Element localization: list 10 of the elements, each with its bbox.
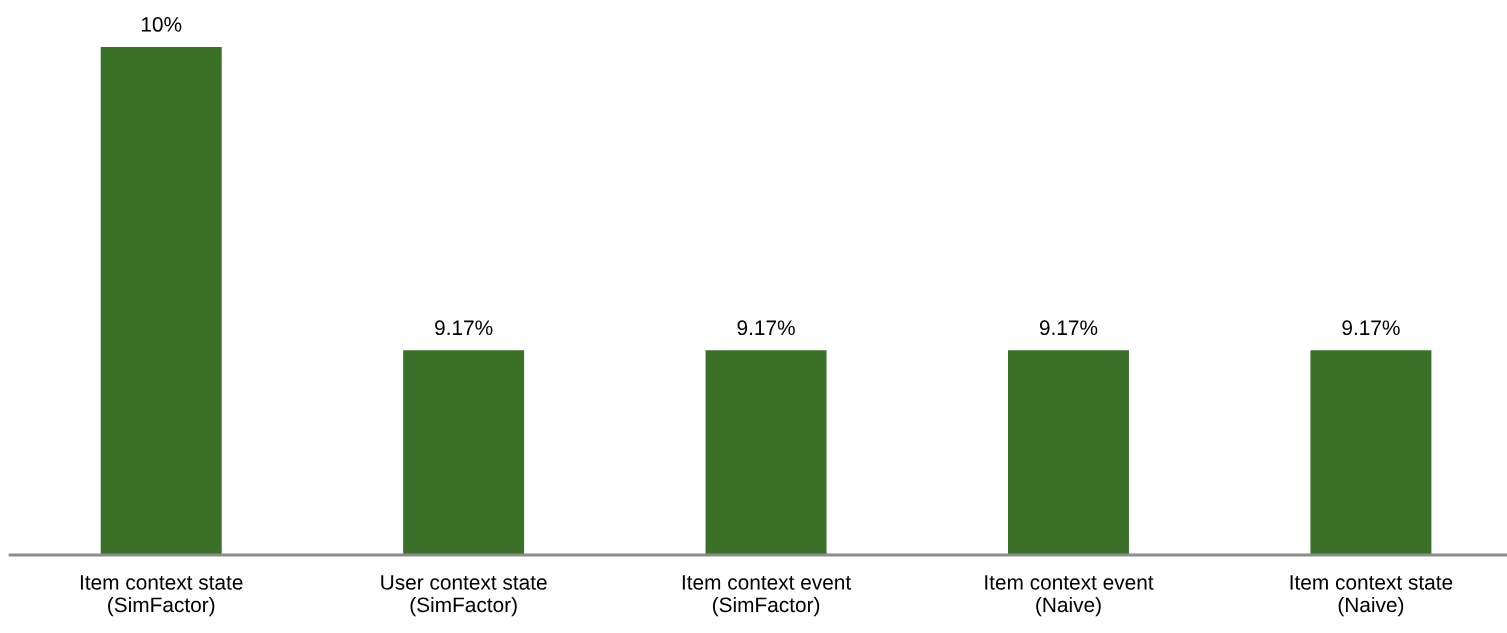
data-label: 9.17%	[737, 320, 795, 336]
data-label: 9.17%	[1039, 320, 1098, 336]
data-label: 9.17%	[435, 320, 493, 336]
x-tick-label: Item context state (SimFactor)	[80, 575, 243, 617]
x-tick-label: Item context event (SimFactor)	[682, 575, 852, 617]
x-tick-label: Item context state (Naive)	[1290, 575, 1453, 617]
x-tick-label: Item context event (Naive)	[985, 575, 1154, 617]
x-tick-label: User context state (SimFactor)	[381, 575, 547, 617]
data-label: 9.17%	[1342, 320, 1400, 336]
data-label: 10%	[141, 17, 182, 32]
